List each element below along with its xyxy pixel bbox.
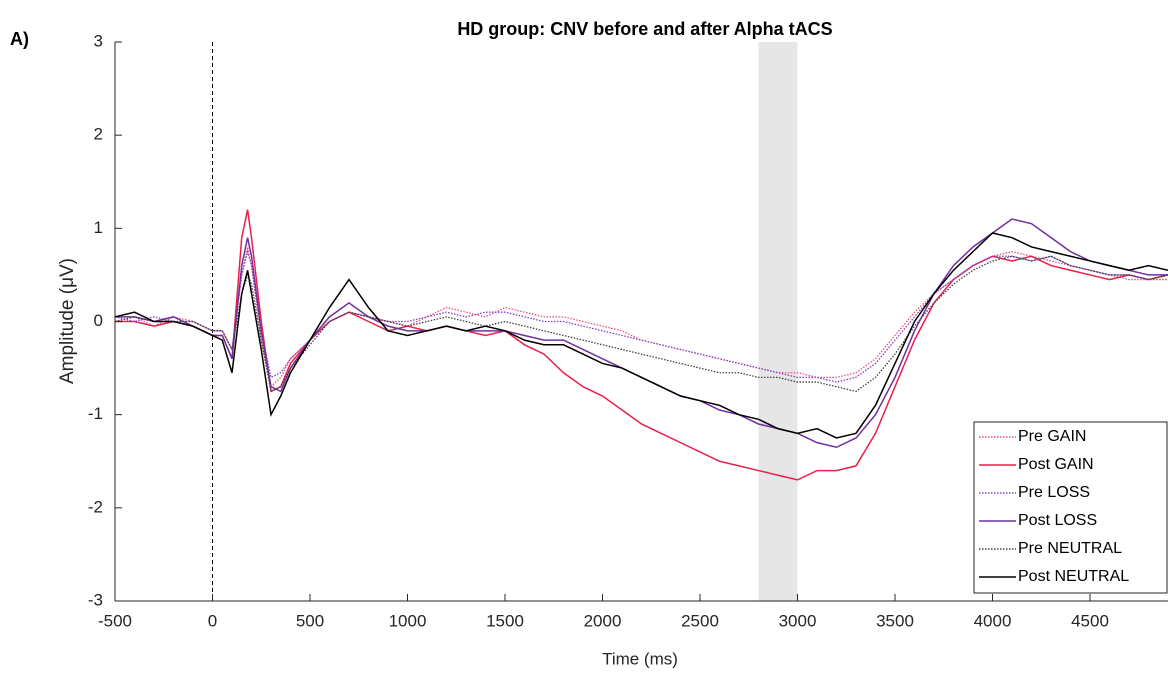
series-line: [115, 255, 1168, 393]
x-tick-label: 1000: [389, 611, 427, 630]
x-tick-label: 4000: [974, 611, 1012, 630]
x-tick-label: 4500: [1071, 611, 1109, 630]
x-tick-label: 1500: [486, 611, 524, 630]
plot-background: [212, 42, 798, 601]
x-tick-label: 2500: [681, 611, 719, 630]
chart-title: HD group: CNV before and after Alpha tAC…: [457, 19, 832, 39]
x-tick-label: 3500: [876, 611, 914, 630]
y-tick-label: 0: [94, 311, 103, 330]
y-tick-label: 2: [94, 125, 103, 144]
y-tick-label: -3: [88, 590, 103, 609]
legend-label: Pre LOSS: [1018, 484, 1090, 501]
legend-label: Post NEUTRAL: [1018, 568, 1129, 585]
legend-label: Pre GAIN: [1018, 428, 1086, 445]
panel-label: A): [10, 29, 29, 49]
legend-label: Pre NEUTRAL: [1018, 540, 1122, 557]
series-line: [115, 246, 1168, 388]
x-tick-label: -500: [98, 611, 132, 630]
legend-label: Post LOSS: [1018, 512, 1097, 529]
y-tick-label: -2: [88, 497, 103, 516]
series-line: [115, 232, 1168, 439]
x-tick-label: 2000: [584, 611, 622, 630]
x-axis-label: Time (ms): [602, 649, 678, 668]
x-tick-label: 0: [208, 611, 217, 630]
y-tick-label: -1: [88, 404, 103, 423]
plot-lines: [115, 209, 1168, 481]
series-line: [115, 209, 1168, 481]
x-tick-label: 3000: [779, 611, 817, 630]
x-tick-label: 500: [296, 611, 324, 630]
series-line: [115, 249, 1168, 383]
shaded-region: [758, 42, 798, 601]
y-tick-label: 1: [94, 218, 103, 237]
legend-label: Post GAIN: [1018, 456, 1094, 473]
y-axis-label: Amplitude (μV): [57, 258, 78, 384]
series-line: [115, 218, 1168, 449]
legend-box: [973, 421, 1168, 594]
y-tick-label: 3: [94, 31, 103, 50]
